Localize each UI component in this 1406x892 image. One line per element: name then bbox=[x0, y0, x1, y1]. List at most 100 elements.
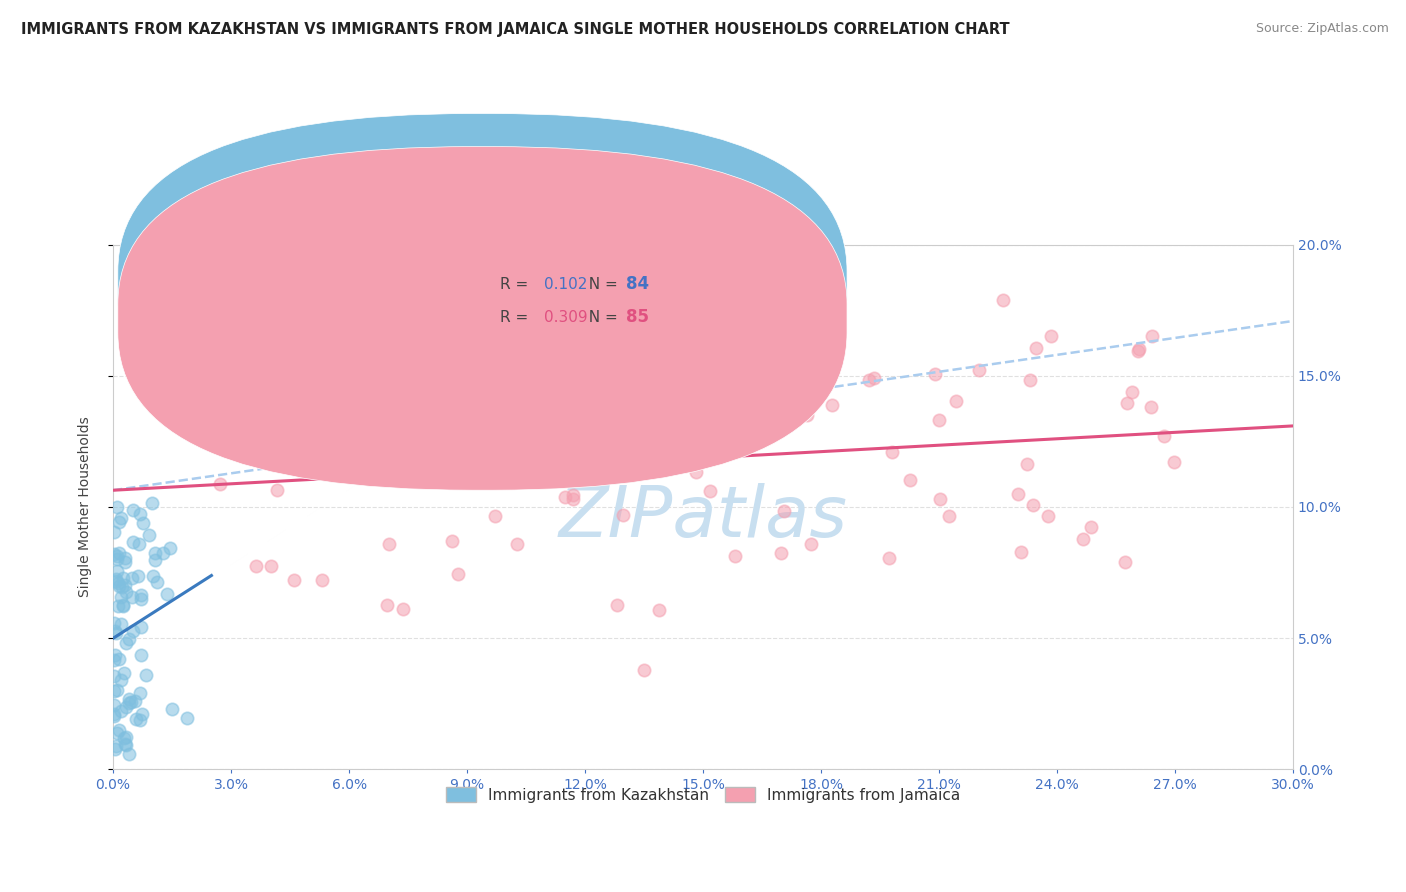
Point bbox=[751, 329, 773, 343]
Point bbox=[967, 363, 990, 377]
Point bbox=[103, 707, 125, 722]
Point bbox=[103, 547, 125, 561]
Point bbox=[194, 372, 217, 386]
Point bbox=[773, 504, 796, 518]
Point bbox=[105, 682, 128, 697]
Point bbox=[114, 738, 136, 752]
Point bbox=[561, 488, 583, 502]
Point bbox=[326, 465, 349, 479]
Point bbox=[138, 528, 160, 542]
Point bbox=[128, 686, 150, 700]
FancyBboxPatch shape bbox=[453, 255, 713, 352]
Point bbox=[396, 303, 419, 318]
Y-axis label: Single Mother Households: Single Mother Households bbox=[79, 417, 93, 598]
Point bbox=[103, 669, 125, 683]
FancyBboxPatch shape bbox=[118, 146, 846, 491]
Point bbox=[283, 573, 305, 587]
Point bbox=[399, 433, 422, 447]
Point bbox=[266, 483, 288, 497]
Point bbox=[1018, 373, 1040, 387]
Point bbox=[945, 394, 967, 409]
Point bbox=[245, 559, 267, 574]
Point bbox=[122, 535, 145, 549]
Point bbox=[129, 620, 152, 634]
Point bbox=[115, 636, 138, 650]
Point bbox=[1140, 328, 1163, 343]
Text: ZIPatlas: ZIPatlas bbox=[558, 483, 848, 552]
Point bbox=[1039, 328, 1062, 343]
Point bbox=[581, 388, 603, 402]
Point bbox=[484, 508, 506, 523]
Point bbox=[129, 589, 152, 603]
Point bbox=[648, 603, 671, 617]
Point bbox=[1080, 520, 1102, 534]
Point bbox=[131, 648, 153, 662]
Point bbox=[440, 379, 463, 393]
Point bbox=[1153, 429, 1175, 443]
Text: 0.309: 0.309 bbox=[544, 310, 588, 325]
Point bbox=[114, 584, 136, 599]
Point bbox=[103, 698, 125, 713]
Point bbox=[928, 413, 950, 427]
Point bbox=[112, 665, 135, 680]
Point bbox=[671, 325, 693, 339]
Point bbox=[135, 667, 157, 681]
Point bbox=[924, 367, 946, 381]
Point bbox=[104, 572, 127, 586]
Point bbox=[208, 477, 231, 491]
Point bbox=[447, 567, 470, 582]
Text: 84: 84 bbox=[627, 275, 650, 293]
Point bbox=[114, 730, 136, 744]
Point bbox=[562, 491, 585, 506]
Point bbox=[121, 571, 143, 585]
Text: IMMIGRANTS FROM KAZAKHSTAN VS IMMIGRANTS FROM JAMAICA SINGLE MOTHER HOUSEHOLDS C: IMMIGRANTS FROM KAZAKHSTAN VS IMMIGRANTS… bbox=[21, 22, 1010, 37]
Point bbox=[877, 550, 900, 565]
Text: N =: N = bbox=[579, 310, 623, 325]
Point bbox=[800, 537, 823, 551]
Point bbox=[454, 472, 477, 486]
Point bbox=[107, 545, 129, 559]
Point bbox=[129, 592, 152, 607]
Point bbox=[103, 616, 125, 631]
Point bbox=[156, 586, 179, 600]
Point bbox=[107, 599, 129, 613]
Point bbox=[107, 576, 129, 591]
Point bbox=[105, 500, 128, 514]
Point bbox=[1025, 341, 1047, 355]
Point bbox=[103, 709, 125, 723]
Point bbox=[1114, 555, 1136, 569]
Point bbox=[1116, 396, 1139, 410]
Point bbox=[103, 525, 125, 540]
Point bbox=[554, 490, 576, 504]
Point bbox=[441, 533, 464, 548]
Point bbox=[1007, 487, 1029, 501]
Point bbox=[128, 537, 150, 551]
Point bbox=[858, 374, 880, 388]
Text: N =: N = bbox=[579, 277, 623, 292]
Point bbox=[1036, 508, 1059, 523]
Point bbox=[392, 601, 415, 615]
Point bbox=[131, 707, 153, 722]
Point bbox=[160, 702, 183, 716]
Point bbox=[612, 508, 634, 523]
Point bbox=[1015, 457, 1038, 471]
Point bbox=[880, 445, 903, 459]
Point bbox=[991, 293, 1014, 308]
Point bbox=[112, 598, 135, 612]
Point bbox=[105, 552, 128, 566]
Point bbox=[633, 663, 655, 677]
Point bbox=[108, 515, 131, 529]
Point bbox=[110, 617, 132, 632]
Point bbox=[574, 409, 596, 424]
Point bbox=[821, 398, 844, 412]
Point bbox=[120, 695, 142, 709]
Point bbox=[405, 347, 427, 361]
Point bbox=[606, 598, 628, 612]
Point bbox=[699, 484, 721, 499]
Point bbox=[118, 691, 141, 706]
Point bbox=[105, 726, 128, 740]
Point bbox=[122, 503, 145, 517]
Point bbox=[111, 599, 134, 613]
Point bbox=[620, 404, 643, 418]
Point bbox=[121, 591, 143, 605]
